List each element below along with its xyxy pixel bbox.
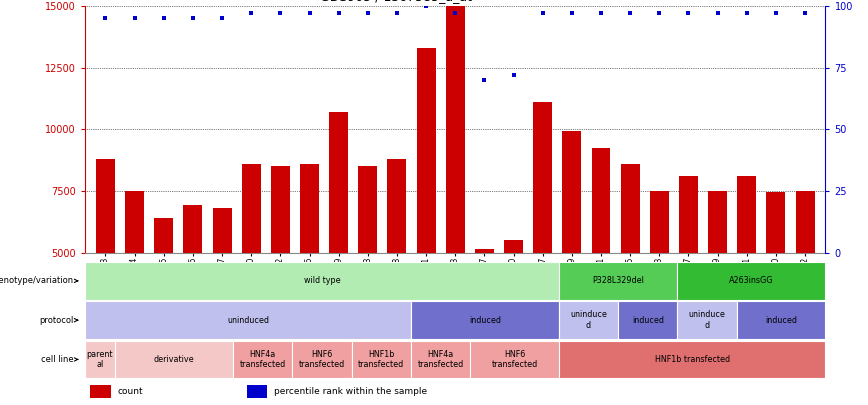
Text: uninduce
d: uninduce d <box>688 311 726 330</box>
Text: wild type: wild type <box>304 276 340 286</box>
Bar <box>591 148 610 253</box>
Bar <box>737 176 756 253</box>
Text: parent
al: parent al <box>87 350 113 369</box>
Bar <box>293 341 352 378</box>
Bar <box>796 191 814 253</box>
Bar <box>618 301 677 339</box>
Bar <box>559 301 618 339</box>
Bar <box>677 262 825 300</box>
Bar <box>329 112 348 253</box>
Bar <box>621 164 640 253</box>
Bar <box>233 341 293 378</box>
Bar <box>300 164 319 253</box>
Text: count: count <box>117 387 143 396</box>
Bar <box>470 341 559 378</box>
Bar <box>708 191 727 253</box>
Bar <box>559 262 677 300</box>
Bar <box>90 385 111 399</box>
Text: protocol: protocol <box>39 315 73 325</box>
Bar <box>85 262 559 300</box>
Text: derivative: derivative <box>154 355 194 364</box>
Bar <box>352 341 411 378</box>
Bar <box>562 131 582 253</box>
Text: percentile rank within the sample: percentile rank within the sample <box>273 387 427 396</box>
Title: GDS905 / 1367585_a_at: GDS905 / 1367585_a_at <box>320 0 472 4</box>
Bar <box>417 48 436 253</box>
Bar <box>213 208 232 253</box>
Bar <box>411 301 559 339</box>
Bar <box>677 301 737 339</box>
Bar <box>85 341 115 378</box>
Bar <box>242 164 260 253</box>
Text: HNF4a
transfected: HNF4a transfected <box>240 350 286 369</box>
Bar <box>504 241 523 253</box>
Bar <box>533 102 552 253</box>
Text: HNF4a
transfected: HNF4a transfected <box>418 350 464 369</box>
Text: HNF1b
transfected: HNF1b transfected <box>358 350 404 369</box>
Text: induced: induced <box>765 315 797 325</box>
Bar <box>96 159 115 253</box>
Bar <box>183 205 202 253</box>
Bar <box>766 192 786 253</box>
Bar <box>475 249 494 253</box>
Bar <box>411 341 470 378</box>
Text: P328L329del: P328L329del <box>592 276 644 286</box>
Bar <box>271 166 290 253</box>
Bar <box>387 159 406 253</box>
Text: uninduced: uninduced <box>227 315 269 325</box>
Text: HNF6
transfected: HNF6 transfected <box>491 350 537 369</box>
Bar <box>679 176 698 253</box>
Text: cell line: cell line <box>41 355 73 364</box>
Bar <box>358 166 378 253</box>
Bar <box>559 341 825 378</box>
Text: A263insGG: A263insGG <box>729 276 773 286</box>
Text: induced: induced <box>469 315 501 325</box>
Text: induced: induced <box>632 315 664 325</box>
Bar <box>155 218 174 253</box>
Bar <box>737 301 825 339</box>
Bar <box>650 191 668 253</box>
Text: genotype/variation: genotype/variation <box>0 276 73 286</box>
Text: HNF6
transfected: HNF6 transfected <box>299 350 345 369</box>
Bar <box>247 385 267 399</box>
Text: HNF1b transfected: HNF1b transfected <box>654 355 730 364</box>
Bar <box>115 341 233 378</box>
Bar <box>125 191 144 253</box>
Bar <box>446 6 464 253</box>
Bar <box>85 301 411 339</box>
Text: uninduce
d: uninduce d <box>570 311 607 330</box>
